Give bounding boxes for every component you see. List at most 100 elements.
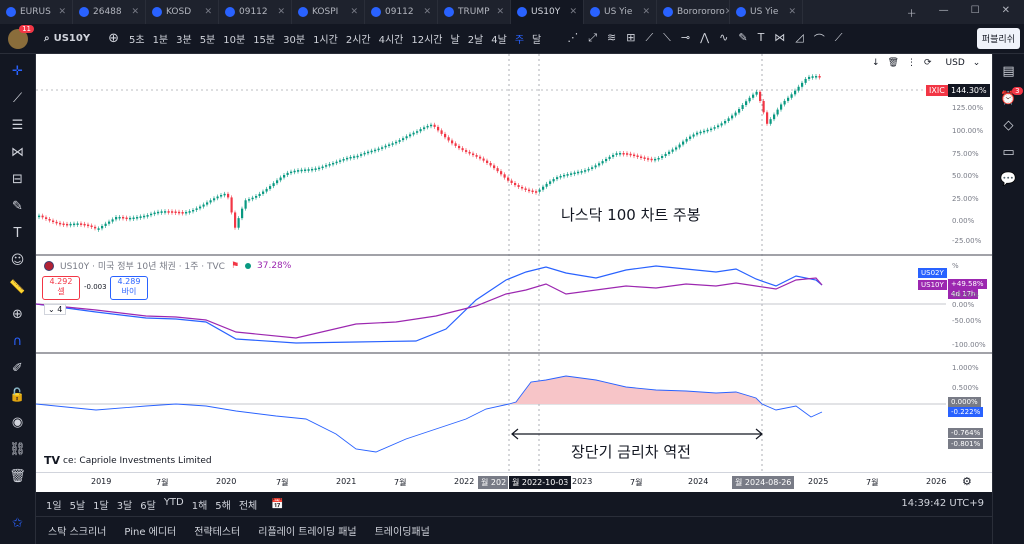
pattern-icon[interactable]: ⋀ — [700, 30, 710, 44]
crosshair-icon[interactable]: ⊞ — [626, 30, 636, 44]
buy-box[interactable]: 4.289 바이 — [110, 276, 148, 300]
browser-tab[interactable]: 09112 ✕ — [219, 0, 292, 24]
timeframe-button[interactable]: 1시간 — [313, 35, 338, 46]
timeframe-button[interactable]: 날 — [450, 35, 460, 46]
alarm-icon[interactable]: ⏰ 3 — [1000, 87, 1023, 106]
indicator-toggle[interactable]: ⌄ 4 — [44, 304, 67, 315]
timeframe-button[interactable]: 4시간 — [378, 35, 404, 46]
crosshair-icon[interactable]: ✛ — [12, 64, 23, 79]
browser-tab[interactable]: EURUS ✕ — [0, 0, 73, 24]
trash-icon[interactable]: 🗑 — [887, 58, 899, 68]
close-icon[interactable]: ✕ — [1001, 4, 1010, 16]
chevron-down-icon[interactable]: ⌄ — [972, 58, 981, 68]
settings-icon[interactable]: ⚙ — [962, 475, 972, 488]
browser-tab[interactable]: US Yie ✕ — [584, 0, 657, 24]
arc-icon[interactable]: ⌒ — [813, 32, 825, 46]
timeframe-button[interactable]: 달 — [532, 35, 542, 46]
browser-tab[interactable]: 09112 ✕ — [365, 0, 438, 24]
text-icon[interactable]: T — [757, 30, 765, 44]
brush-icon[interactable]: ✎ — [738, 30, 748, 44]
timeframe-button[interactable]: 4날 — [491, 35, 507, 46]
bottom-tab[interactable]: 전략테스터 — [194, 527, 241, 538]
close-tab-icon[interactable]: ✕ — [350, 7, 358, 17]
brush-icon[interactable]: ✎ — [12, 199, 23, 214]
range-button[interactable]: 1일 — [46, 500, 62, 512]
close-tab-icon[interactable]: ✕ — [131, 7, 139, 17]
close-tab-icon[interactable]: ✕ — [642, 7, 650, 17]
browser-tab[interactable]: 26488 ✕ — [73, 0, 146, 24]
lock-draw-icon[interactable]: ✐ — [12, 361, 23, 376]
range-button[interactable]: 전체 — [238, 500, 258, 512]
text-icon[interactable]: T — [13, 226, 22, 241]
symbol-search[interactable]: ⌕ US10Y — [44, 33, 90, 44]
close-tab-icon[interactable]: ✕ — [423, 7, 431, 17]
chat-icon[interactable]: 💬 — [1000, 172, 1017, 187]
minimize-icon[interactable]: — — [938, 4, 949, 16]
timeframe-button[interactable]: 주 — [514, 35, 525, 46]
close-tab-icon[interactable]: ✕ — [496, 7, 504, 17]
star-icon[interactable]: ✩ — [12, 516, 23, 531]
eye-icon[interactable]: ◉ — [11, 415, 24, 430]
browser-tab[interactable]: Bororororo✕ — [657, 0, 730, 24]
browser-tab[interactable]: TRUMP ✕ — [438, 0, 511, 24]
refresh-icon[interactable]: ⟳ — [923, 58, 932, 68]
range-button[interactable]: 6달 — [140, 500, 156, 512]
xabcd-icon[interactable]: ⟋ — [834, 30, 843, 44]
ideas-icon[interactable]: ▭ — [1002, 145, 1015, 160]
chart-area[interactable]: ↓ 🗑 ⋮ ⟳ USD ⌄ 나스닥 100 차트 주봉 IXIC 144.30%… — [36, 54, 992, 492]
range-button[interactable]: 3달 — [116, 500, 133, 512]
browser-tab[interactable]: KOSPI ✕ — [292, 0, 365, 24]
watchlist-icon[interactable]: ▤ — [1002, 64, 1015, 79]
timeframe-button[interactable]: 3분 — [176, 35, 192, 46]
plus-icon[interactable]: ＋ — [906, 8, 917, 20]
browser-tab[interactable]: US Yie ✕ — [730, 0, 803, 24]
lock-icon[interactable]: 🔓 — [9, 388, 26, 403]
range-button[interactable]: 1달 — [93, 500, 109, 512]
bottom-tab[interactable]: 스탁 스크리너 — [48, 527, 107, 538]
zoom-icon[interactable]: ⊕ — [12, 307, 23, 322]
maximize-icon[interactable]: ☐ — [970, 4, 980, 16]
trash-icon[interactable]: 🗑 — [9, 469, 26, 484]
avatar[interactable]: 11 — [8, 24, 34, 49]
bottom-tab[interactable]: 트레이딩패널 — [374, 527, 430, 538]
range-button[interactable]: 1해 — [191, 500, 208, 512]
range-button[interactable]: 5해 — [215, 500, 231, 512]
forecast-icon[interactable]: ⋈ — [774, 30, 786, 44]
pattern-icon[interactable]: ⋈ — [11, 145, 24, 160]
measure-icon[interactable]: ◿ — [795, 30, 804, 44]
fib-icon[interactable]: ☰ — [11, 118, 24, 133]
close-tab-icon[interactable]: ✕ — [788, 7, 796, 17]
bottom-tab[interactable]: Pine 에디터 — [124, 527, 177, 538]
timeframe-button[interactable]: 10분 — [223, 35, 246, 46]
extended-line-icon[interactable]: ⊸ — [680, 30, 691, 44]
clock[interactable]: 14:39:42 UTC+9 — [901, 498, 984, 509]
magnet-icon[interactable]: ∩ — [12, 334, 23, 349]
timeframe-button[interactable]: 2시간 — [345, 35, 371, 46]
link-icon[interactable]: ⛓ — [9, 442, 26, 457]
timeframe-button[interactable]: 30분 — [283, 35, 306, 46]
range-button[interactable]: 5날 — [69, 500, 86, 512]
ruler-icon[interactable]: 📏 — [9, 280, 26, 295]
timeframe-button[interactable]: 5초 — [129, 35, 145, 46]
close-tab-icon[interactable]: ✕ — [204, 7, 212, 17]
arrow-down-icon[interactable]: ↓ — [872, 58, 880, 68]
trendline-icon[interactable]: ⟋ — [12, 91, 23, 106]
calendar-icon[interactable]: 📅 — [271, 498, 284, 510]
line-icon[interactable]: ⋰ — [567, 30, 579, 44]
angle-icon[interactable]: ⟍ — [663, 30, 671, 44]
channel-icon[interactable]: ≋ — [607, 30, 617, 44]
timeframe-button[interactable]: 2날 — [467, 35, 484, 46]
add-compare-icon[interactable]: ⊕ — [108, 31, 119, 46]
close-tab-icon[interactable]: ✕ — [58, 7, 66, 17]
close-tab-icon[interactable]: ✕ — [569, 7, 577, 17]
browser-tab[interactable]: US10Y ✕ — [511, 0, 584, 24]
close-tab-icon[interactable]: ✕ — [725, 7, 729, 17]
timeframe-button[interactable]: 15분 — [253, 35, 276, 46]
bottom-tab[interactable]: 리플레이 트레이딩 패널 — [258, 527, 357, 538]
timeframe-button[interactable]: 1분 — [152, 35, 169, 46]
sell-box[interactable]: 4.292 셀 — [42, 276, 80, 300]
range-button[interactable]: YTD — [163, 496, 184, 508]
currency-select[interactable]: USD — [945, 58, 965, 68]
layers-icon[interactable]: ◇ — [1003, 118, 1014, 133]
trend-icon[interactable]: ⟋ — [645, 30, 654, 44]
